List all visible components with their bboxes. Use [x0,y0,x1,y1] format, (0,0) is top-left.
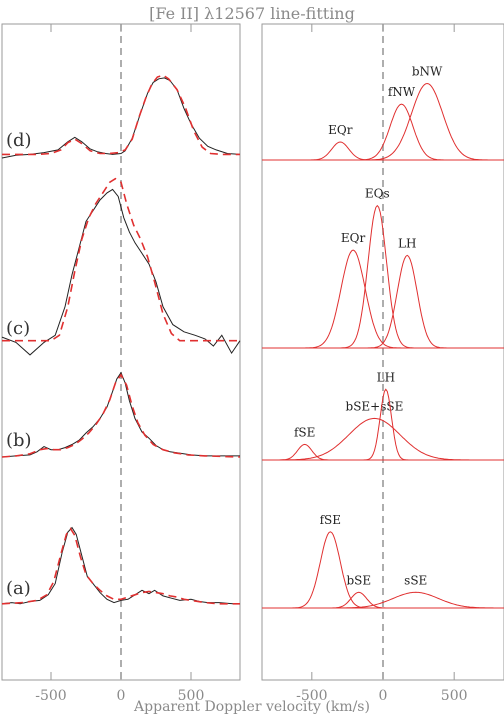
observed-spectrum-3 [1,526,240,605]
component-label: fNW [388,85,416,99]
right-components-panel: -500 0 500 EQr fNW bNW EQr EQs LH fSE bSE+sSE LH fSE… [261,23,504,704]
component-label: bSE [346,573,371,587]
x-tick-label: 500 [441,688,468,704]
component-label: bNW [412,65,443,79]
x-axis-label: Apparent Doppler velocity (km/s) [133,699,370,715]
x-tick-label: 0 [379,688,388,704]
component-label: fSE [294,425,315,439]
left-observed-fit-panel: -500 0 500 (d) (c) (b) (a) [1,23,241,704]
component-label: EQr [341,231,366,245]
component-curve-bNW [262,82,504,161]
component-label: fSE [320,513,341,527]
panel-label: (b) [6,430,32,451]
observed-spectrum-1 [1,188,241,356]
chart-title: [Fe II] λ12567 line-fitting [149,4,355,23]
panel-label: (d) [6,130,32,151]
fit-curve-0 [2,74,240,156]
x-tick-label: 0 [117,688,126,704]
fit-curve-3 [1,527,240,605]
component-curve-LH [262,254,504,349]
panel-label: (c) [6,318,30,339]
component-label: LH [377,370,395,384]
fit-curve-2 [1,373,241,458]
component-label: sSE [404,573,427,587]
fit-curve-1 [2,177,240,342]
component-label: EQs [365,187,390,201]
x-tick-label: -500 [296,688,327,704]
x-tick-label: 500 [178,688,205,704]
panel-label: (a) [6,578,31,599]
component-curve-LH [262,388,504,461]
component-curve-sSE [262,591,504,609]
component-label: LH [398,236,416,250]
component-label: bSE+sSE [346,399,404,413]
component-label: EQr [328,123,353,137]
x-tick-label: -500 [35,688,66,704]
